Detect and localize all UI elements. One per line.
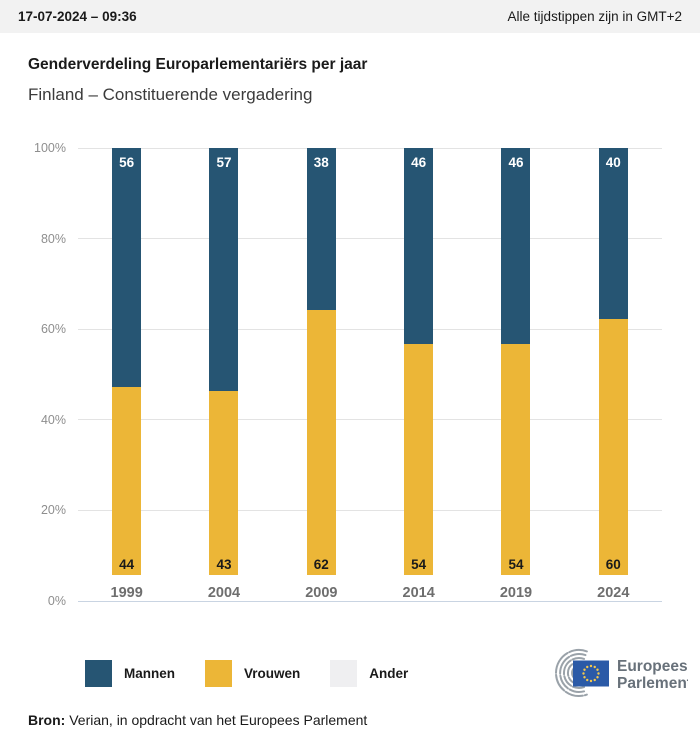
bars-layer: 56 44 1999 57 43 2004 38 62 2009 46 54 2014 46 54 2019…	[78, 148, 662, 601]
gridline	[78, 147, 662, 149]
stacked-bar: 40 60	[598, 148, 628, 575]
bar-segment-mannen[interactable]: 46	[404, 148, 434, 345]
bar-segment-vrouwen[interactable]: 44	[112, 387, 142, 575]
legend-item-vrouwen[interactable]: Vrouwen	[205, 660, 300, 687]
bar-group: 40 60 2024	[565, 148, 662, 601]
legend-logo-row: Mannen Vrouwen Ander Europees Parlement	[85, 649, 692, 702]
value-label: 54	[411, 556, 427, 572]
x-tick-label: 2004	[207, 585, 241, 601]
bar-segment-vrouwen[interactable]: 54	[501, 344, 531, 575]
gridline	[78, 328, 662, 330]
gridline	[78, 509, 662, 511]
stacked-bar-chart: 0% 20% 40% 60% 80% 100% 56 44 1999 57 43 2004 38 62 2…	[0, 127, 700, 630]
value-label: 46	[508, 155, 524, 170]
bar-segment-vrouwen[interactable]: 54	[404, 344, 434, 575]
axis-baseline	[78, 600, 662, 602]
y-tick-label: 80%	[40, 231, 66, 246]
legend-label: Vrouwen	[244, 666, 301, 681]
x-tick-label: 2019	[499, 585, 533, 601]
value-label: 43	[216, 556, 232, 572]
x-tick-label: 2014	[402, 585, 435, 601]
value-label: 57	[216, 155, 232, 170]
legend-label: Ander	[369, 666, 409, 681]
bar-segment-vrouwen[interactable]: 62	[306, 310, 336, 575]
legend-swatch	[330, 660, 358, 687]
bar-group: 56 44 1999	[78, 148, 175, 601]
timezone-note: Alle tijdstippen zijn in GMT+2	[507, 9, 682, 24]
x-tick-label: 2009	[305, 585, 338, 601]
bar-group: 38 62 2009	[273, 148, 370, 601]
y-axis: 0% 20% 40% 60% 80% 100%	[0, 141, 66, 608]
value-label: 46	[411, 155, 427, 170]
page-title: Genderverdeling Europarlementariërs per …	[28, 56, 368, 73]
page-subtitle: Finland – Constituerende vergadering	[28, 85, 313, 104]
grid-layer	[78, 147, 662, 602]
value-label: 54	[508, 556, 524, 572]
stacked-bar: 46 54	[501, 148, 531, 575]
bar-segment-mannen[interactable]: 57	[209, 148, 239, 392]
stacked-bar: 56 44	[112, 148, 142, 575]
value-label: 62	[313, 556, 329, 572]
stacked-bar: 38 62	[306, 148, 336, 575]
x-tick-label: 1999	[110, 585, 143, 601]
legend-item-ander[interactable]: Ander	[330, 660, 408, 687]
eu-flag-icon	[573, 660, 609, 687]
bar-segment-vrouwen[interactable]: 60	[598, 318, 628, 575]
value-label: 40	[605, 155, 621, 170]
europees-parlement-logo: Europees Parlement	[523, 646, 692, 705]
logo-text-line2: Parlement	[617, 675, 688, 692]
chart-legend: Mannen Vrouwen Ander	[85, 654, 688, 687]
legend-label: Mannen	[124, 666, 176, 681]
y-tick-label: 20%	[40, 503, 66, 518]
stacked-bar: 46 54	[404, 148, 434, 575]
bar-segment-vrouwen[interactable]: 43	[209, 391, 239, 575]
y-tick-label: 60%	[40, 322, 66, 337]
y-tick-label: 40%	[40, 412, 66, 427]
bar-group: 57 43 2004	[175, 148, 272, 601]
value-label: 56	[119, 155, 135, 170]
value-label: 44	[119, 556, 135, 572]
bar-segment-mannen[interactable]: 40	[598, 148, 628, 319]
bar-segment-mannen[interactable]: 46	[501, 148, 531, 345]
bar-group: 46 54 2014	[370, 148, 467, 601]
gridline	[78, 419, 662, 421]
ep-hemicycle-icon: Europees Parlement	[555, 649, 692, 697]
source-label: Bron:	[28, 712, 66, 728]
logo-text-line1: Europees	[617, 658, 688, 675]
bar-segment-mannen[interactable]: 38	[306, 148, 336, 311]
datetime-label: 17-07-2024 – 09:36	[18, 9, 137, 24]
bar-group: 46 54 2019	[467, 148, 564, 601]
value-label: 38	[313, 155, 329, 170]
chart-header: Genderverdeling Europarlementariërs per …	[28, 56, 672, 105]
legend-swatch	[85, 660, 112, 687]
source-text: Verian, in opdracht van het Europees Par…	[69, 712, 368, 728]
gridline	[78, 238, 662, 240]
legend-swatch	[205, 660, 233, 687]
value-label: 60	[605, 556, 621, 572]
y-tick-label: 0%	[47, 594, 66, 608]
x-tick-label: 2024	[597, 585, 630, 601]
bar-segment-mannen[interactable]: 56	[112, 148, 142, 388]
eu-flag-stars	[582, 664, 600, 683]
source-line: Bron: Verian, in opdracht van het Europe…	[28, 712, 672, 728]
legend-item-mannen[interactable]: Mannen	[85, 660, 175, 687]
top-bar: 17-07-2024 – 09:36 Alle tijdstippen zijn…	[0, 0, 700, 33]
stacked-bar: 57 43	[209, 148, 239, 575]
y-tick-label: 100%	[34, 141, 66, 155]
